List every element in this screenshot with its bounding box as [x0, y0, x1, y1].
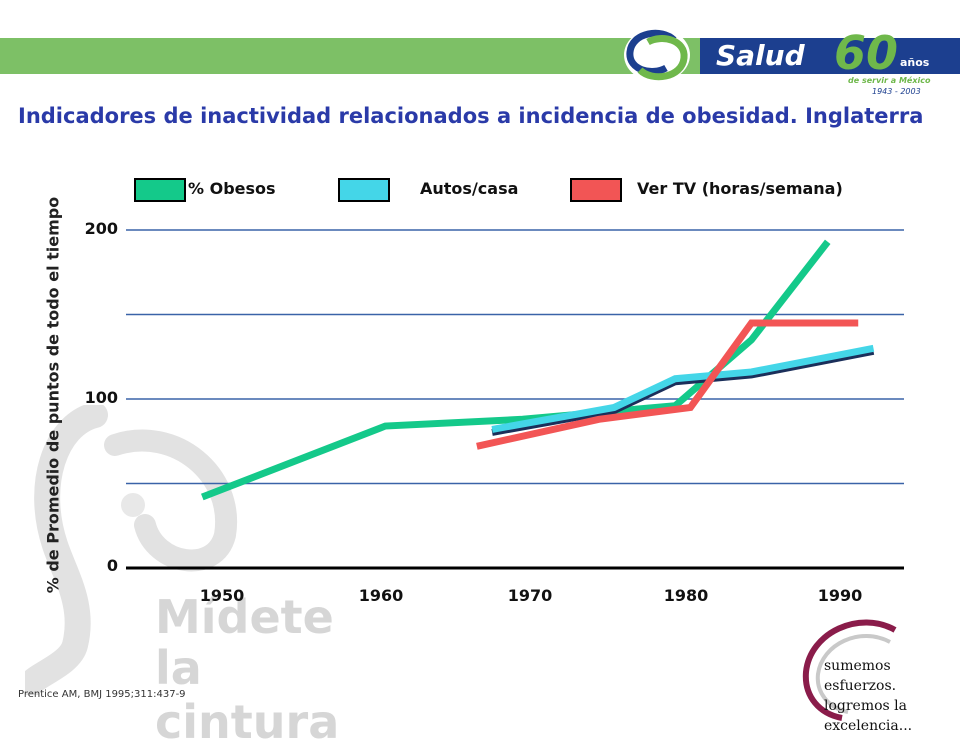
- x-tick-label: 1990: [817, 586, 863, 605]
- legend-label-obesos: % Obesos: [188, 179, 276, 198]
- logo-text: Salud: [716, 39, 805, 72]
- legend-label-autos: Autos/casa: [420, 179, 519, 198]
- watermark-line1: Mídete: [155, 590, 334, 644]
- series-line-tv: [476, 319, 859, 450]
- logo-banner: [700, 38, 960, 74]
- slogan: sumemos esfuerzos. logremos la excelenci…: [824, 656, 960, 736]
- page-title: Indicadores de inactividad relacionados …: [18, 104, 924, 128]
- logo-years: 1943 - 2003: [872, 87, 921, 96]
- legend-label-tv: Ver TV (horas/semana): [637, 179, 843, 198]
- x-tick-label: 1960: [358, 586, 404, 605]
- y-tick-label: 100: [84, 388, 118, 407]
- logo-subtitle: de servir a México: [848, 76, 931, 85]
- slogan-line2: logremos la excelencia...: [824, 698, 913, 734]
- slogan-swirl-icon: [802, 619, 897, 721]
- series-line-obesos: [201, 239, 831, 501]
- y-tick-label: 0: [106, 556, 118, 575]
- source-citation: Prentice AM, BMJ 1995;311:437-9: [18, 689, 186, 700]
- watermark-figure-icon: [17, 402, 238, 698]
- logo-anos: años: [900, 56, 930, 69]
- legend-swatch-tv: [570, 178, 622, 202]
- line-chart: [126, 229, 904, 570]
- slogan-line1: sumemos esfuerzos.: [824, 658, 897, 694]
- logo-number: 60: [834, 26, 899, 80]
- legend-swatch-autos: [338, 178, 390, 202]
- y-tick-label: 200: [84, 219, 118, 238]
- series-line-autos: [491, 344, 875, 433]
- x-tick-label: 1950: [199, 586, 245, 605]
- legend-swatch-obesos: [134, 178, 186, 202]
- x-tick-label: 1970: [507, 586, 553, 605]
- salud-logo-icon: [624, 28, 690, 82]
- x-tick-label: 1980: [663, 586, 709, 605]
